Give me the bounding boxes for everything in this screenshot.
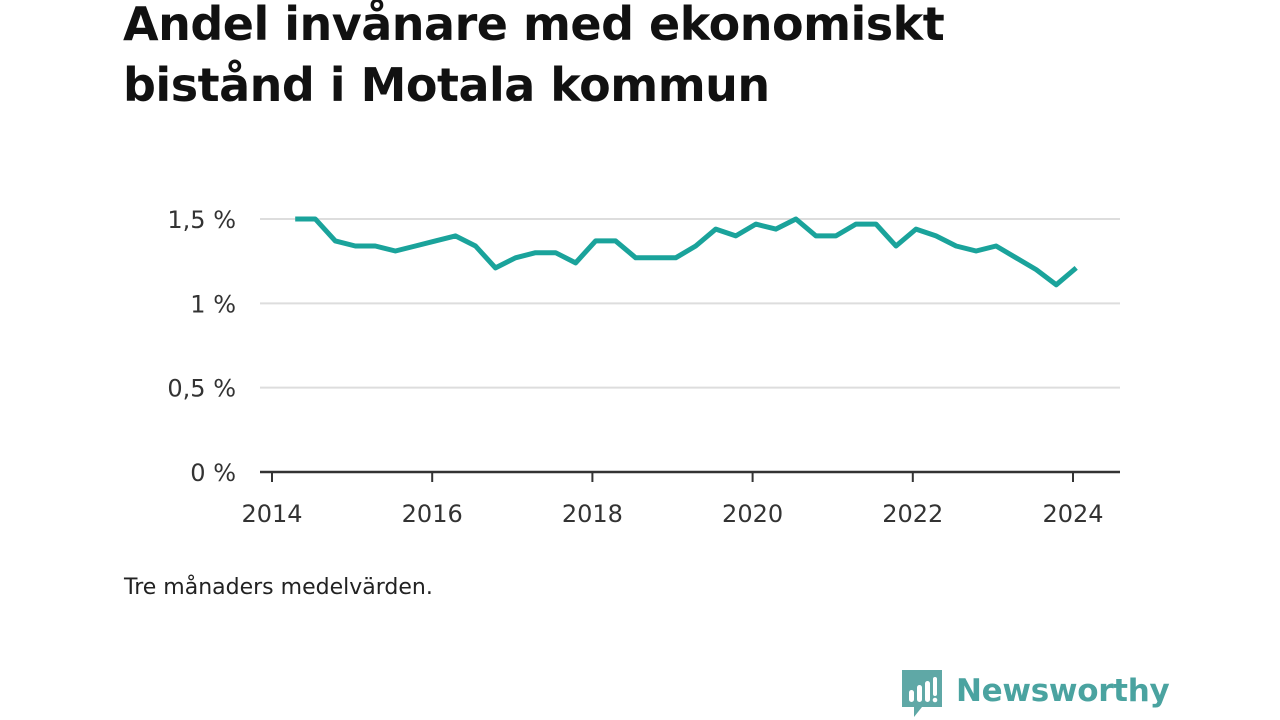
brand-logo[interactable]: Newsworthy [902, 670, 1170, 718]
x-tick-label: 2014 [241, 500, 302, 528]
x-tick-label: 2022 [882, 500, 943, 528]
y-tick-label: 1,5 % [167, 206, 236, 234]
gridlines [260, 218, 1120, 389]
y-tick-label: 0 % [190, 459, 236, 487]
series-line [295, 216, 1078, 288]
x-axis: 2014 2016 2018 2020 2022 2024 [241, 470, 1120, 528]
chart-note: Tre månaders medelvärden. [124, 575, 433, 600]
newsworthy-chart-bubble-icon [902, 670, 942, 717]
series-layer [295, 216, 1078, 288]
y-tick-label: 0,5 % [167, 375, 236, 403]
x-tick-label: 2018 [562, 500, 623, 528]
chart-title: Andel invånare med ekonomiskt bistånd i … [123, 0, 945, 112]
x-tick-label: 2024 [1042, 500, 1103, 528]
y-tick-label: 1 % [190, 290, 236, 318]
x-tick-label: 2020 [722, 500, 783, 528]
x-tick-label: 2016 [402, 500, 463, 528]
y-axis: 0 % 0,5 % 1 % 1,5 % [167, 206, 236, 487]
brand-name: Newsworthy [956, 673, 1170, 709]
